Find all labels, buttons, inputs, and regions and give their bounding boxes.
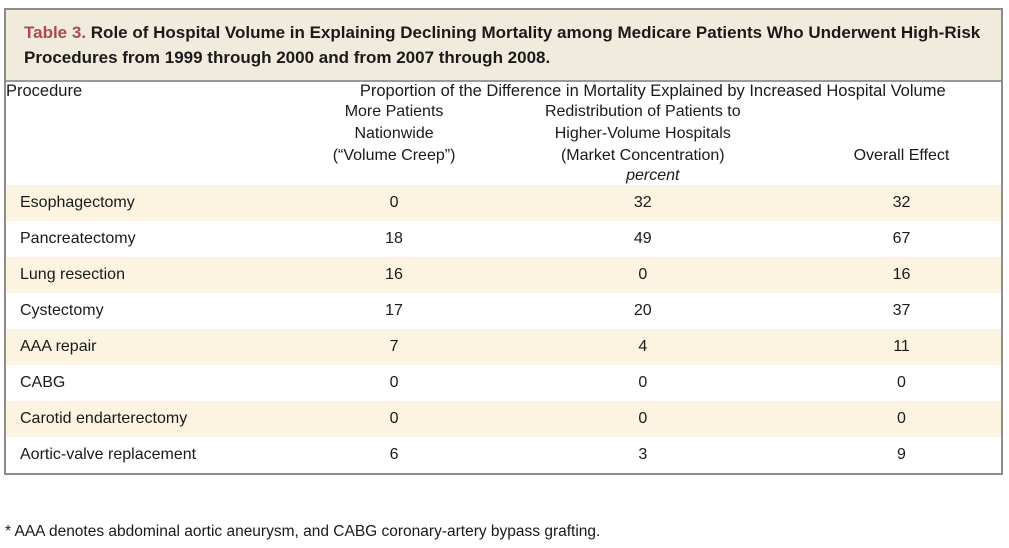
header-row-main: Procedure Proportion of the Difference i… bbox=[6, 82, 1001, 101]
table-footnote: * AAA denotes abdominal aortic aneurysm,… bbox=[5, 523, 601, 540]
cell-volume-creep: 17 bbox=[385, 302, 403, 319]
cell-procedure: AAA repair bbox=[20, 338, 97, 355]
column-header-procedure: Procedure bbox=[6, 82, 83, 100]
unit-row: percent bbox=[6, 167, 1001, 185]
table-row: Carotid endarterectomy 0 0 0 bbox=[6, 401, 1001, 437]
cell-overall-effect: 0 bbox=[897, 410, 906, 427]
cell-volume-creep: 6 bbox=[389, 446, 399, 463]
cell-volume-creep: 0 bbox=[389, 194, 399, 211]
unit-spacer bbox=[6, 167, 305, 185]
cell-volume-creep: 16 bbox=[385, 266, 403, 283]
cell-overall-effect: 67 bbox=[892, 230, 911, 247]
table-body: Esophagectomy 0 32 32 Pancreatectomy 18 … bbox=[6, 185, 1001, 473]
cell-procedure: CABG bbox=[20, 374, 66, 391]
table-header: Procedure Proportion of the Difference i… bbox=[6, 82, 1001, 185]
cell-overall-effect: 32 bbox=[892, 194, 911, 211]
cell-market-concentration: 20 bbox=[633, 302, 652, 319]
data-table: Procedure Proportion of the Difference i… bbox=[6, 82, 1001, 473]
table-panel: Table 3. Role of Hospital Volume in Expl… bbox=[4, 8, 1003, 475]
cell-market-concentration: 0 bbox=[638, 374, 648, 391]
cell-overall-effect: 37 bbox=[892, 302, 911, 319]
table-row: CABG 0 0 0 bbox=[6, 365, 1001, 401]
cell-procedure: Aortic-valve replacement bbox=[20, 446, 197, 463]
column-header-volume-creep: More Patients Nationwide (“Volume Creep”… bbox=[332, 103, 456, 164]
column-header-market-concentration: Redistribution of Patients to Higher-Vol… bbox=[544, 103, 741, 164]
cell-volume-creep: 0 bbox=[389, 374, 399, 391]
table-row: Aortic-valve replacement 6 3 9 bbox=[6, 437, 1001, 473]
column-header-overall-effect: Overall Effect bbox=[853, 147, 950, 164]
cell-market-concentration: 4 bbox=[638, 338, 648, 355]
cell-market-concentration: 3 bbox=[638, 446, 648, 463]
cell-market-concentration: 49 bbox=[633, 230, 652, 247]
cell-market-concentration: 0 bbox=[638, 266, 648, 283]
unit-label: percent bbox=[626, 167, 680, 184]
header-spacer bbox=[6, 101, 305, 167]
cell-market-concentration: 32 bbox=[633, 194, 652, 211]
cell-procedure: Esophagectomy bbox=[20, 194, 135, 211]
table-row: Esophagectomy 0 32 32 bbox=[6, 185, 1001, 221]
table-row: Pancreatectomy 18 49 67 bbox=[6, 221, 1001, 257]
table-title-bar: Table 3. Role of Hospital Volume in Expl… bbox=[6, 10, 1001, 82]
table-title-text: Role of Hospital Volume in Explaining De… bbox=[24, 23, 981, 67]
cell-market-concentration: 0 bbox=[638, 410, 648, 427]
cell-procedure: Pancreatectomy bbox=[20, 230, 136, 247]
table-row: AAA repair 7 4 11 bbox=[6, 329, 1001, 365]
table-number-label: Table 3. bbox=[24, 23, 87, 42]
cell-procedure: Lung resection bbox=[20, 266, 125, 283]
table-row: Lung resection 16 0 16 bbox=[6, 257, 1001, 293]
cell-overall-effect: 9 bbox=[897, 446, 906, 463]
header-row-sub: More Patients Nationwide (“Volume Creep”… bbox=[6, 101, 1001, 167]
cell-volume-creep: 0 bbox=[389, 410, 399, 427]
cell-procedure: Cystectomy bbox=[20, 302, 104, 319]
cell-overall-effect: 11 bbox=[893, 338, 910, 355]
cell-procedure: Carotid endarterectomy bbox=[20, 410, 188, 427]
cell-volume-creep: 7 bbox=[389, 338, 399, 355]
cell-overall-effect: 16 bbox=[892, 266, 911, 283]
cell-overall-effect: 0 bbox=[897, 374, 906, 391]
cell-volume-creep: 18 bbox=[385, 230, 403, 247]
table-row: Cystectomy 17 20 37 bbox=[6, 293, 1001, 329]
column-group-header: Proportion of the Difference in Mortalit… bbox=[359, 82, 946, 100]
